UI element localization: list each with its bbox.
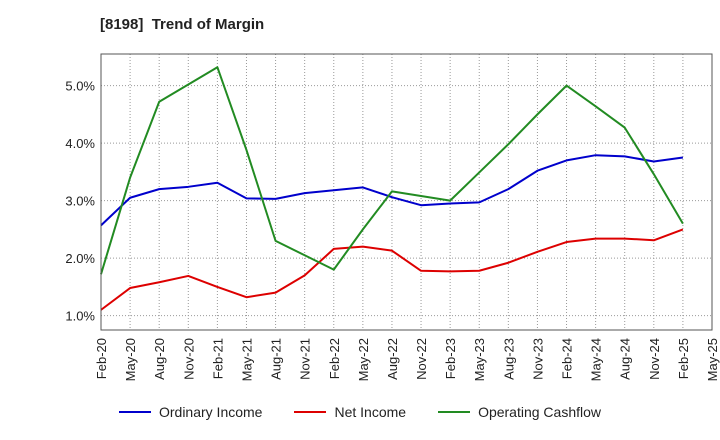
legend-swatch-operating-cashflow — [438, 411, 471, 413]
x-tick-label: Aug-20 — [152, 338, 167, 380]
x-tick-label: Feb-24 — [560, 338, 575, 379]
y-tick-label: 3.0% — [65, 194, 95, 209]
x-tick-label: Nov-22 — [414, 338, 429, 380]
x-tick-label: Nov-20 — [181, 338, 196, 380]
y-tick-label: 4.0% — [65, 136, 95, 151]
legend-swatch-ordinary-income — [118, 411, 151, 413]
legend: Ordinary Income Net Income Operating Cas… — [0, 404, 720, 420]
x-tick-label: May-20 — [123, 338, 138, 381]
x-tick-label: May-22 — [356, 338, 371, 381]
legend-label-ordinary-income: Ordinary Income — [158, 404, 263, 420]
series-line-net-income — [100, 228, 684, 311]
plot-frame — [100, 53, 713, 331]
series-line-ordinary-income — [100, 154, 684, 227]
x-tick-label: May-25 — [705, 338, 720, 381]
legend-item-ordinary-income: Ordinary Income — [118, 404, 263, 420]
grid-layer — [101, 54, 712, 330]
x-tick-label: Aug-22 — [385, 338, 400, 380]
x-tick-label: Nov-21 — [298, 338, 313, 380]
legend-label-operating-cashflow: Operating Cashflow — [478, 404, 602, 420]
x-tick-label: Feb-21 — [210, 338, 225, 379]
x-tick-label: May-23 — [472, 338, 487, 381]
x-tick-label: May-24 — [589, 338, 604, 381]
x-tick-label: Nov-23 — [530, 338, 545, 380]
x-tick-label: Feb-23 — [443, 338, 458, 379]
y-tick-label: 1.0% — [65, 309, 95, 324]
x-tick-label: Nov-24 — [647, 338, 662, 380]
y-tick-label: 5.0% — [65, 79, 95, 94]
x-tick-label: Aug-21 — [269, 338, 284, 380]
series-line-operating-cashflow — [100, 66, 684, 275]
x-tick-label: Aug-23 — [501, 338, 516, 380]
x-tick-label: Feb-25 — [676, 338, 691, 379]
y-tick-label: 2.0% — [65, 251, 95, 266]
legend-item-operating-cashflow: Operating Cashflow — [438, 404, 601, 420]
legend-item-net-income: Net Income — [294, 404, 406, 420]
x-tick-label: Feb-20 — [94, 338, 109, 379]
chart-title: [8198] Trend of Margin — [100, 16, 265, 33]
x-tick-label: Aug-24 — [618, 338, 633, 380]
axis-layer: 1.0% 2.0% 3.0% 4.0% 5.0% Feb-20 May-20 Aug-20 No… — [65, 53, 720, 381]
legend-swatch-net-income — [294, 411, 327, 413]
x-tick-label: Feb-22 — [327, 338, 342, 379]
legend-label-net-income: Net Income — [334, 404, 407, 420]
x-tick-label: May-21 — [239, 338, 254, 381]
series-layer — [100, 66, 684, 311]
